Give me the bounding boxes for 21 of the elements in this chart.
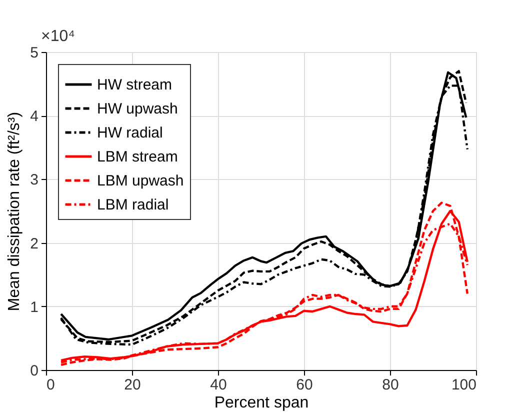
legend-label: HW upwash [97, 100, 178, 118]
y-axis-title: Mean dissipation rate (ft²/s³) [6, 112, 24, 312]
y-tick-label: 5 [30, 44, 38, 62]
legend-label: LBM radial [97, 196, 169, 214]
y-tick-label: 2 [30, 235, 38, 252]
x-axis-title: Percent span [214, 394, 309, 412]
x-tick-label: 40 [210, 376, 227, 394]
x-tick-label: 100 [451, 376, 476, 394]
y-tick-label: 4 [30, 108, 38, 126]
legend-label: HW stream [97, 76, 172, 94]
y-tick-label: 0 [30, 362, 38, 380]
x-tick-label: 20 [124, 376, 141, 394]
x-tick-label: 60 [296, 376, 313, 394]
legend-label: HW radial [97, 124, 163, 142]
x-tick-label: 80 [382, 376, 399, 394]
x-tick-label: 0 [46, 376, 55, 394]
legend-label: LBM upwash [97, 172, 184, 190]
y-tick-label: 3 [30, 172, 38, 189]
legend-label: LBM stream [97, 148, 178, 166]
y-tick-label: 1 [30, 298, 38, 316]
text: ×10⁴ [41, 28, 76, 45]
